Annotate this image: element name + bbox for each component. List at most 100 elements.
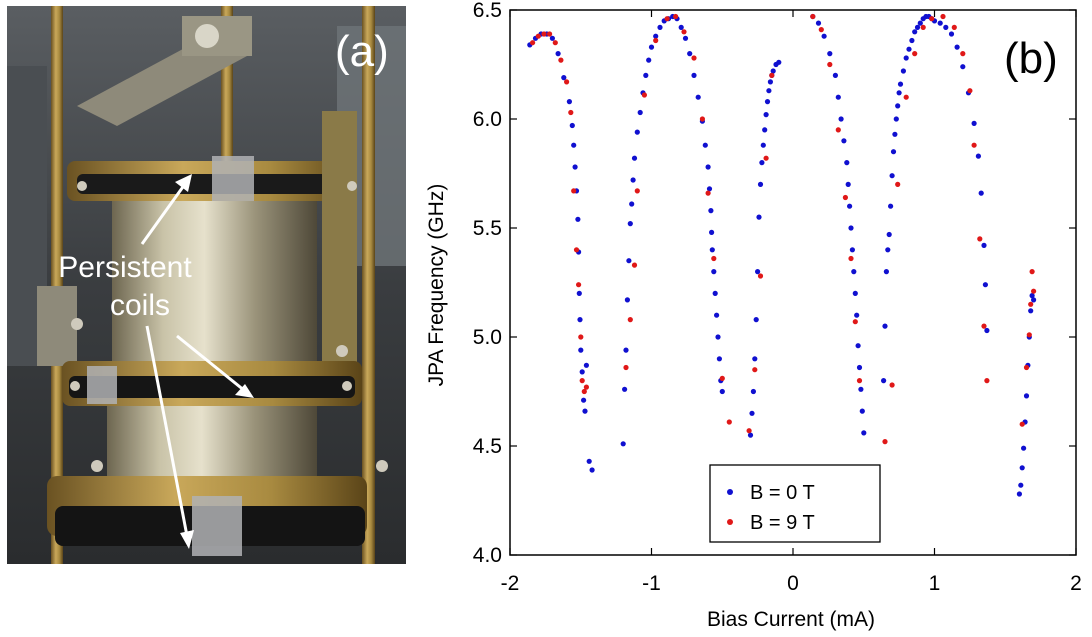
legend-marker bbox=[727, 519, 733, 525]
y-tick-label: 4.5 bbox=[473, 435, 502, 458]
annotation-arrows bbox=[140, 174, 254, 549]
data-point-b9 bbox=[552, 40, 558, 46]
brass-rod bbox=[362, 6, 375, 564]
y-tick-label: 6.5 bbox=[473, 0, 502, 22]
data-point-b0 bbox=[888, 203, 894, 209]
data-point-b9 bbox=[981, 323, 987, 329]
tape-strip bbox=[192, 496, 242, 556]
top-pulley bbox=[195, 24, 219, 48]
legend-box bbox=[709, 464, 881, 543]
data-point-b9 bbox=[967, 88, 973, 94]
data-point-b0 bbox=[708, 208, 714, 214]
data-point-b0 bbox=[757, 181, 764, 187]
chart-panel-label: (b) bbox=[1004, 34, 1058, 83]
data-point-b9 bbox=[1019, 421, 1025, 427]
x-tick-label: -2 bbox=[501, 572, 520, 595]
data-point-b0 bbox=[624, 297, 630, 303]
data-point-b0 bbox=[776, 59, 782, 65]
data-point-b0 bbox=[657, 24, 663, 30]
data-point-b0 bbox=[719, 388, 725, 395]
data-point-b0 bbox=[895, 103, 901, 109]
persistent-coils-label: Persistent bbox=[58, 251, 192, 284]
legend: B = 0 T B = 9 T bbox=[709, 464, 881, 543]
upper-cylinder bbox=[112, 201, 317, 361]
data-point-b0 bbox=[572, 164, 578, 170]
arrowhead bbox=[235, 384, 254, 398]
data-point-b0 bbox=[770, 68, 776, 74]
data-point-b9 bbox=[681, 29, 687, 35]
data-point-b0 bbox=[832, 72, 838, 78]
data-point-b0 bbox=[752, 356, 758, 362]
x-tick-label: 2 bbox=[1070, 572, 1082, 595]
data-point-b0 bbox=[702, 142, 708, 148]
data-point-b0 bbox=[753, 317, 759, 323]
data-point-b0 bbox=[960, 64, 966, 70]
data-point-b0 bbox=[620, 441, 626, 447]
data-point-b0 bbox=[982, 282, 989, 288]
data-points bbox=[527, 13, 1037, 497]
data-point-b0 bbox=[767, 79, 773, 85]
data-point-b0 bbox=[971, 120, 977, 126]
data-point-b0 bbox=[900, 68, 906, 74]
data-point-b0 bbox=[576, 290, 582, 296]
data-point-b9 bbox=[541, 31, 547, 37]
data-point-b0 bbox=[712, 290, 718, 296]
middle-coil bbox=[69, 376, 355, 398]
data-point-b0 bbox=[903, 55, 909, 61]
data-point-b0 bbox=[855, 343, 861, 349]
data-point-b9 bbox=[726, 419, 732, 425]
arrow-upper-coil bbox=[140, 183, 187, 245]
data-point-b0 bbox=[890, 149, 897, 155]
data-point-b9 bbox=[984, 378, 990, 384]
arrowhead bbox=[175, 174, 192, 192]
data-point-b0 bbox=[749, 410, 755, 416]
data-point-b0 bbox=[759, 160, 765, 166]
data-point-b9 bbox=[579, 378, 585, 384]
y-tick-label: 5.5 bbox=[473, 217, 502, 240]
data-point-b0 bbox=[622, 386, 628, 392]
data-point-b0 bbox=[571, 142, 577, 148]
legend-marker bbox=[727, 489, 733, 495]
data-point-b0 bbox=[1019, 465, 1025, 471]
data-point-b0 bbox=[626, 258, 632, 264]
data-point-b9 bbox=[547, 31, 553, 37]
data-point-b9 bbox=[641, 92, 647, 98]
data-point-b0 bbox=[893, 116, 899, 122]
data-point-b9 bbox=[530, 40, 536, 46]
data-point-b9 bbox=[852, 319, 858, 325]
data-point-b0 bbox=[856, 364, 863, 371]
data-point-b0 bbox=[760, 142, 766, 148]
data-point-b0 bbox=[851, 269, 857, 275]
data-point-b0 bbox=[716, 356, 722, 362]
data-point-b0 bbox=[653, 33, 659, 39]
data-point-b9 bbox=[699, 116, 705, 122]
data-point-b9 bbox=[848, 255, 854, 262]
data-point-b9 bbox=[1031, 288, 1037, 294]
data-point-b0 bbox=[582, 408, 588, 414]
data-point-b0 bbox=[881, 378, 887, 384]
data-point-b0 bbox=[709, 247, 715, 253]
data-point-b0 bbox=[711, 269, 717, 275]
data-point-b9 bbox=[634, 188, 640, 194]
data-point-b0 bbox=[634, 129, 640, 135]
tape-strip bbox=[212, 156, 254, 206]
data-point-b0 bbox=[586, 458, 592, 464]
data-point-b0 bbox=[937, 20, 943, 26]
data-point-b9 bbox=[573, 247, 580, 253]
photo-panel: (a) Persistent coils bbox=[7, 6, 406, 564]
data-point-b9 bbox=[623, 364, 629, 371]
x-tick-label: 1 bbox=[929, 572, 941, 595]
data-point-b0 bbox=[630, 177, 636, 183]
data-point-b9 bbox=[903, 94, 909, 100]
data-point-b0 bbox=[848, 225, 854, 231]
data-point-b0 bbox=[646, 57, 652, 63]
legend-label: B = 9 T bbox=[750, 512, 815, 534]
data-point-b0 bbox=[581, 397, 587, 403]
data-point-b0 bbox=[917, 20, 923, 26]
legend-label: B = 0 T bbox=[750, 482, 815, 504]
data-point-b0 bbox=[705, 164, 711, 170]
data-point-b0 bbox=[763, 112, 769, 118]
data-point-b0 bbox=[981, 242, 987, 248]
arrowhead bbox=[180, 530, 194, 549]
data-point-b9 bbox=[752, 367, 758, 373]
